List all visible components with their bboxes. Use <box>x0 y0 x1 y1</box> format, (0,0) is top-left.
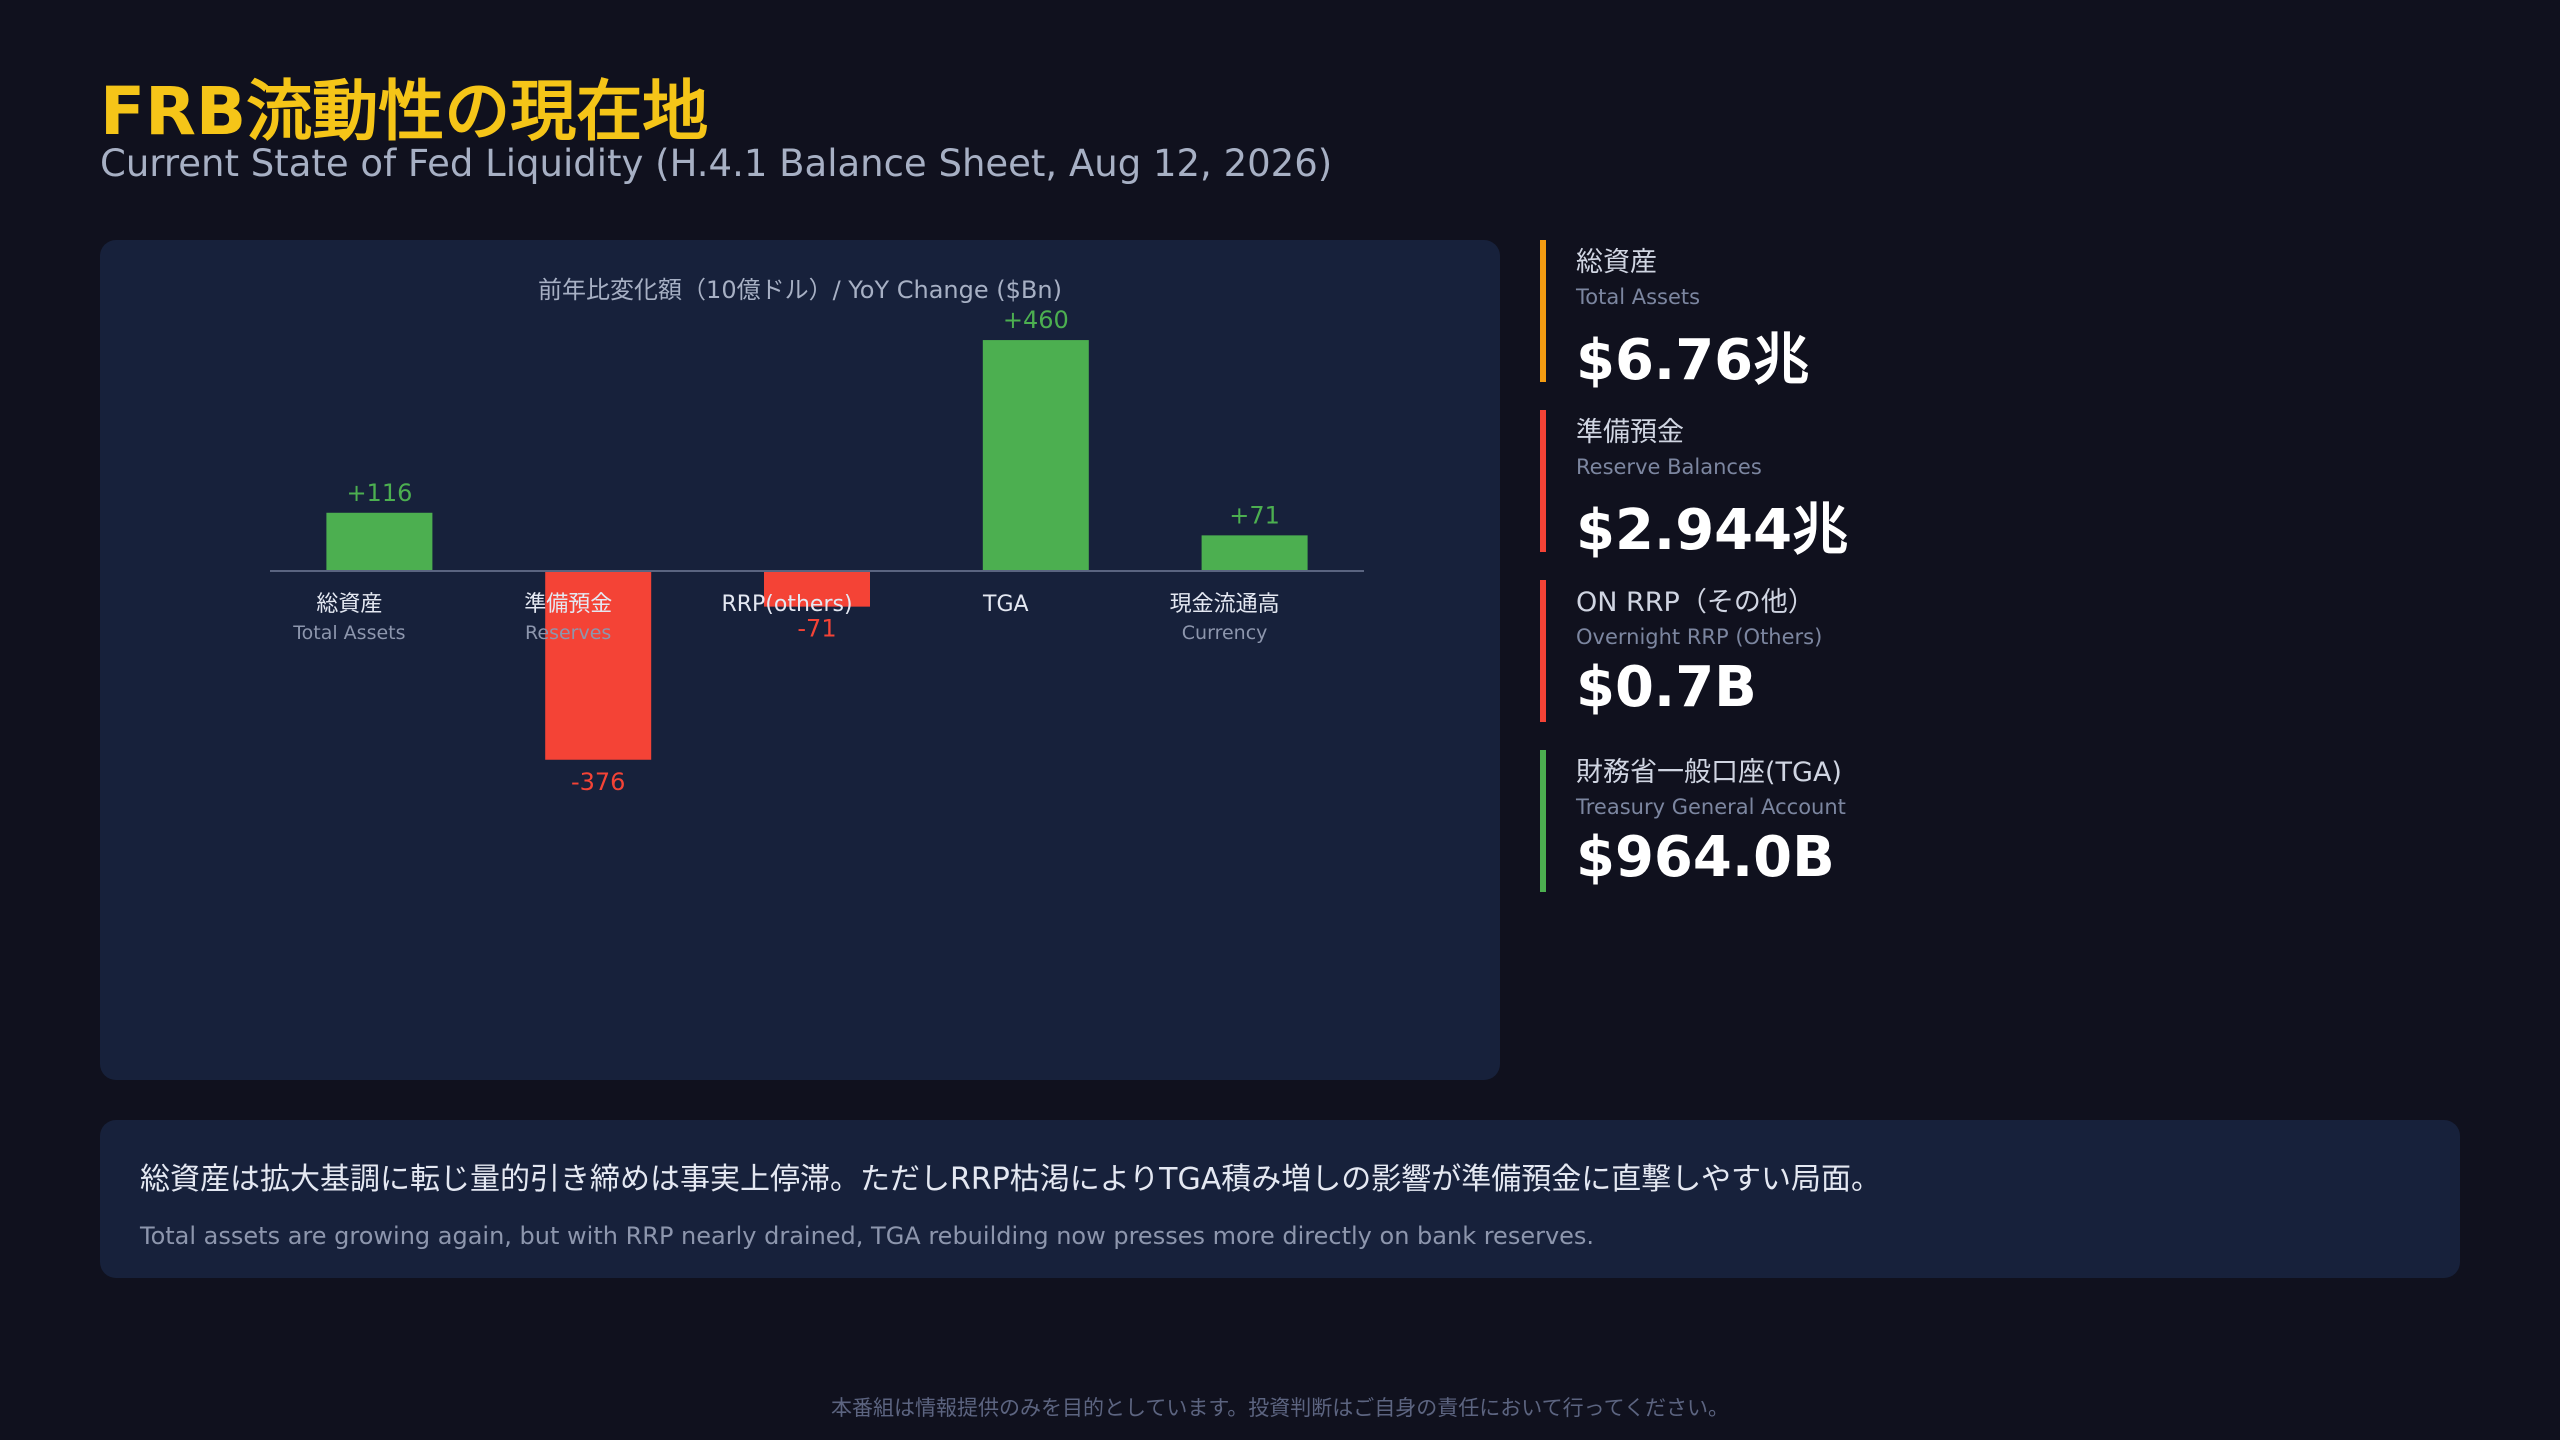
x-tick-label: 準備預金 <box>524 592 612 617</box>
bar <box>764 571 870 607</box>
disclaimer: 本番組は情報提供のみを目的としています。投資判断はご自身の責任において行ってくだ… <box>831 1396 1729 1420</box>
bar <box>1201 535 1308 571</box>
kpi-value: $2.944兆 <box>1576 498 1849 563</box>
kpi-value: $964.0B <box>1576 825 1835 890</box>
value-label: +460 <box>1003 306 1069 334</box>
kpi-label: ON RRP（その他） <box>1576 587 1815 618</box>
kpi-card: 総資産 Total Assets $6.76兆 <box>1540 240 2440 393</box>
chart: 前年比変化額（10億ドル）/ YoY Change ($Bn) +116 -376… <box>270 276 1364 796</box>
kpi-card: ON RRP（その他） Overnight RRP (Others) $0.7B <box>1540 580 2440 722</box>
subtitle: Current State of Fed Liquidity (H.4.1 Ba… <box>100 142 1333 185</box>
title: FRB流動性の現在地 <box>100 73 709 150</box>
note: 総資産は拡大基調に転じ量的引き締めは事実上停滞。ただしRRP枯渇によりTGA積み… <box>100 1120 2460 1278</box>
value-label: -71 <box>797 615 836 643</box>
chart-panel: 前年比変化額（10億ドル）/ YoY Change ($Bn) +116 -376… <box>100 240 1500 1080</box>
chart-title: 前年比変化額（10億ドル）/ YoY Change ($Bn) <box>538 276 1062 304</box>
value-label: +71 <box>1229 501 1280 529</box>
bar <box>545 571 652 760</box>
x-tick-sublabel: Reserves <box>525 622 611 644</box>
value-label: -376 <box>571 768 625 796</box>
kpi-sublabel: Reserve Balances <box>1576 455 1762 479</box>
kpi-value: $6.76兆 <box>1576 328 1810 393</box>
kpi-label: 準備預金 <box>1576 417 1684 448</box>
x-tick-sublabel: Currency <box>1182 622 1268 644</box>
bar <box>982 340 1089 571</box>
kpi-sublabel: Overnight RRP (Others) <box>1576 625 1823 649</box>
kpi-sublabel: Total Assets <box>1576 285 1701 309</box>
value-label: +116 <box>346 479 412 507</box>
note-jp: 総資産は拡大基調に転じ量的引き締めは事実上停滞。ただしRRP枯渇によりTGA積み… <box>140 1162 1881 1197</box>
x-tick-sublabel: Total Assets <box>292 622 405 644</box>
kpi-value: $0.7B <box>1576 655 1757 720</box>
kpi-card: 準備預金 Reserve Balances $2.944兆 <box>1540 410 2440 563</box>
kpi-card: 財務省一般口座(TGA) Treasury General Account $964… <box>1540 750 2440 892</box>
x-tick-label: TGA <box>982 592 1029 617</box>
x-tick-label: 現金流通高 <box>1170 592 1280 617</box>
kpi-sublabel: Treasury General Account <box>1576 795 1846 819</box>
kpi-label: 総資産 <box>1576 247 1657 278</box>
kpi-label: 財務省一般口座(TGA) <box>1576 757 1842 788</box>
x-tick-label: RRP(others) <box>721 592 852 617</box>
bar <box>326 512 433 571</box>
note-en: Total assets are growing again, but with… <box>140 1222 1595 1250</box>
x-tick-label: 総資産 <box>316 592 382 617</box>
